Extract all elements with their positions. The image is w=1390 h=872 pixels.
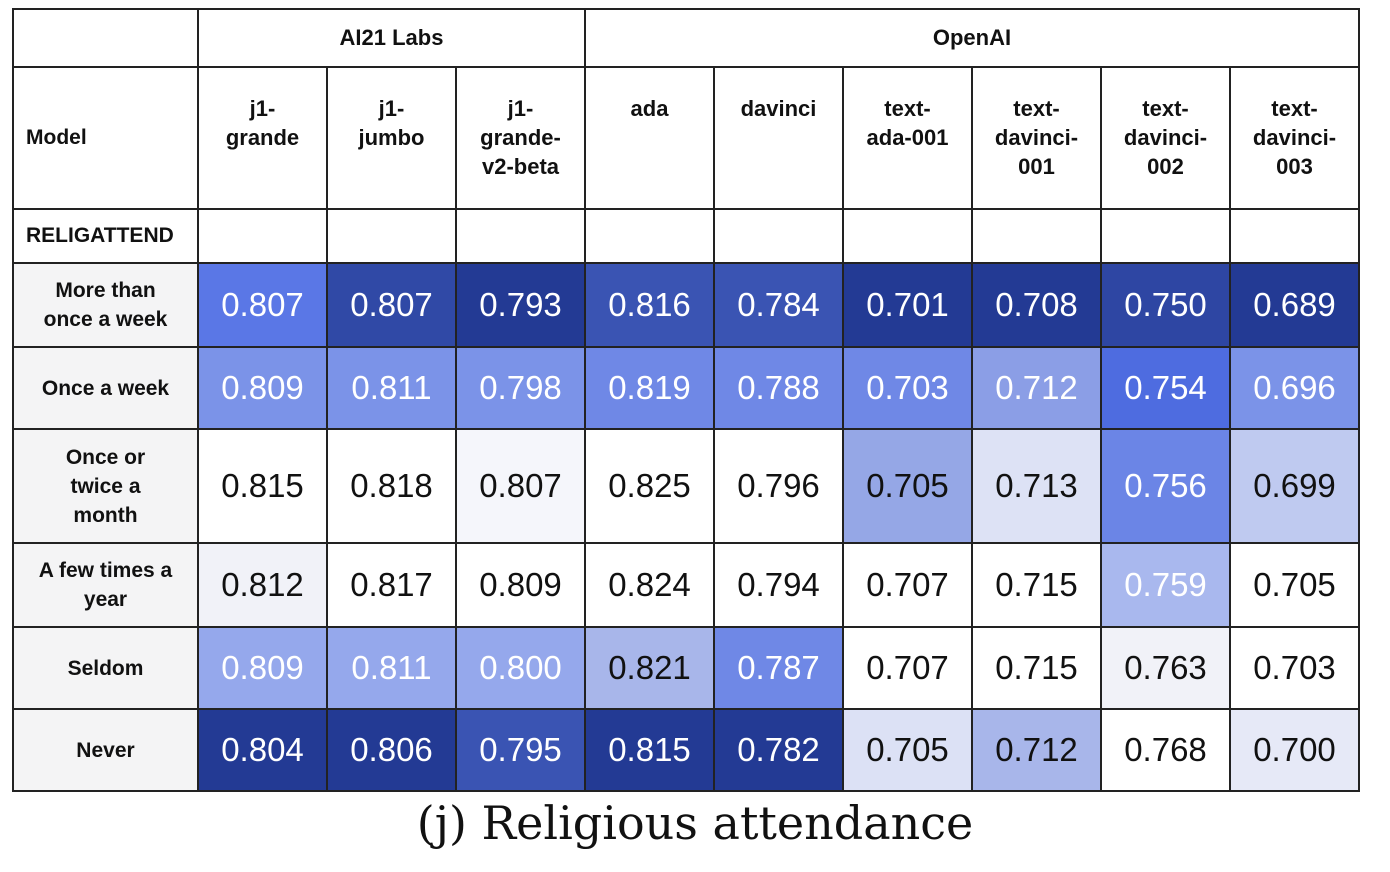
variable-row-empty-cell <box>713 208 844 264</box>
heatmap-cell: 0.825 <box>584 428 715 544</box>
row-label: More than once a week <box>12 262 199 348</box>
heatmap-cell: 0.819 <box>584 346 715 430</box>
heatmap-cell: 0.807 <box>326 262 457 348</box>
heatmap-cell: 0.794 <box>713 542 844 628</box>
heatmap-cell: 0.815 <box>584 708 715 792</box>
row-label: Once or twice a month <box>12 428 199 544</box>
heatmap-cell: 0.784 <box>713 262 844 348</box>
model-header-cell: davinci <box>713 66 844 210</box>
heatmap-cell: 0.782 <box>713 708 844 792</box>
heatmap-cell: 0.700 <box>1229 708 1360 792</box>
heatmap-cell: 0.787 <box>713 626 844 710</box>
model-header-cell: j1- grande <box>197 66 328 210</box>
heatmap-cell: 0.806 <box>326 708 457 792</box>
heatmap-cell: 0.804 <box>197 708 328 792</box>
model-corner-label: Model <box>12 66 199 210</box>
heatmap-cell: 0.824 <box>584 542 715 628</box>
heatmap-cell: 0.696 <box>1229 346 1360 430</box>
heatmap-cell: 0.707 <box>842 542 973 628</box>
heatmap-cell: 0.705 <box>1229 542 1360 628</box>
heatmap-cell: 0.811 <box>326 626 457 710</box>
model-header-cell: j1- jumbo <box>326 66 457 210</box>
model-header-cell: text- ada-001 <box>842 66 973 210</box>
heatmap-cell: 0.809 <box>197 626 328 710</box>
heatmap-cell: 0.712 <box>971 346 1102 430</box>
heatmap-cell: 0.703 <box>1229 626 1360 710</box>
row-label: Seldom <box>12 626 199 710</box>
heatmap-cell: 0.795 <box>455 708 586 792</box>
model-header-cell: text- davinci- 003 <box>1229 66 1360 210</box>
heatmap-cell: 0.759 <box>1100 542 1231 628</box>
heatmap-cell: 0.705 <box>842 708 973 792</box>
heatmap-cell: 0.708 <box>971 262 1102 348</box>
variable-row-empty-cell <box>584 208 715 264</box>
row-label: Never <box>12 708 199 792</box>
heatmap-cell: 0.807 <box>197 262 328 348</box>
variable-row-empty-cell <box>1229 208 1360 264</box>
model-header-cell: ada <box>584 66 715 210</box>
heatmap-data-row: Never 0.804 0.806 0.795 0.815 0.782 0.705 0.712… <box>12 708 1360 792</box>
variable-row-empty-cell <box>197 208 328 264</box>
heatmap-cell: 0.689 <box>1229 262 1360 348</box>
variable-row-empty-cell <box>1100 208 1231 264</box>
heatmap-cell: 0.763 <box>1100 626 1231 710</box>
heatmap-cell: 0.796 <box>713 428 844 544</box>
provider-group-row: AI21 Labs OpenAI <box>12 8 1360 68</box>
heatmap-cell: 0.756 <box>1100 428 1231 544</box>
heatmap-cell: 0.750 <box>1100 262 1231 348</box>
heatmap-cell: 0.715 <box>971 542 1102 628</box>
variable-row-empty-cell <box>326 208 457 264</box>
heatmap-cell: 0.715 <box>971 626 1102 710</box>
model-header-cell: text- davinci- 001 <box>971 66 1102 210</box>
row-label: A few times a year <box>12 542 199 628</box>
heatmap-data-row: Once a week 0.809 0.811 0.798 0.819 0.788 0.70… <box>12 346 1360 430</box>
heatmap-cell: 0.768 <box>1100 708 1231 792</box>
heatmap-cell: 0.703 <box>842 346 973 430</box>
model-header-cell: j1- grande- v2-beta <box>455 66 586 210</box>
heatmap-cell: 0.817 <box>326 542 457 628</box>
variable-row-empty-cell <box>455 208 586 264</box>
variable-row-empty-cell <box>971 208 1102 264</box>
heatmap-cell: 0.705 <box>842 428 973 544</box>
variable-label: RELIGATTEND <box>12 208 199 264</box>
heatmap-cell: 0.816 <box>584 262 715 348</box>
heatmap-cell: 0.812 <box>197 542 328 628</box>
group-header-openai: OpenAI <box>584 8 1360 68</box>
heatmap-cell: 0.754 <box>1100 346 1231 430</box>
heatmap-table: AI21 Labs OpenAI Model j1- grande j1- jum… <box>12 8 1360 792</box>
heatmap-cell: 0.815 <box>197 428 328 544</box>
heatmap-table-container: AI21 Labs OpenAI Model j1- grande j1- jum… <box>12 8 1360 792</box>
model-header-cell: text- davinci- 002 <box>1100 66 1231 210</box>
heatmap-cell: 0.798 <box>455 346 586 430</box>
heatmap-cell: 0.707 <box>842 626 973 710</box>
variable-row-empty-cell <box>842 208 973 264</box>
heatmap-cell: 0.793 <box>455 262 586 348</box>
heatmap-cell: 0.713 <box>971 428 1102 544</box>
heatmap-cell: 0.699 <box>1229 428 1360 544</box>
heatmap-cell: 0.800 <box>455 626 586 710</box>
heatmap-cell: 0.809 <box>197 346 328 430</box>
heatmap-data-row: Seldom 0.809 0.811 0.800 0.821 0.787 0.707 0.71… <box>12 626 1360 710</box>
heatmap-data-row: More than once a week 0.807 0.807 0.793 0.81… <box>12 262 1360 348</box>
heatmap-cell: 0.712 <box>971 708 1102 792</box>
heatmap-data-row: Once or twice a month 0.815 0.818 0.807 0.82… <box>12 428 1360 544</box>
heatmap-cell: 0.807 <box>455 428 586 544</box>
heatmap-cell: 0.821 <box>584 626 715 710</box>
corner-cell-blank <box>12 8 199 68</box>
heatmap-cell: 0.818 <box>326 428 457 544</box>
heatmap-cell: 0.811 <box>326 346 457 430</box>
variable-row: RELIGATTEND <box>12 208 1360 264</box>
heatmap-cell: 0.809 <box>455 542 586 628</box>
heatmap-body: AI21 Labs OpenAI Model j1- grande j1- jum… <box>12 8 1360 792</box>
heatmap-cell: 0.701 <box>842 262 973 348</box>
row-label: Once a week <box>12 346 199 430</box>
figure-caption: (j) Religious attendance <box>416 796 974 850</box>
model-header-row: Model j1- grande j1- jumbo j1- grande- v2-… <box>12 66 1360 210</box>
group-header-ai21: AI21 Labs <box>197 8 586 68</box>
heatmap-data-row: A few times a year 0.812 0.817 0.809 0.824 0.… <box>12 542 1360 628</box>
heatmap-cell: 0.788 <box>713 346 844 430</box>
